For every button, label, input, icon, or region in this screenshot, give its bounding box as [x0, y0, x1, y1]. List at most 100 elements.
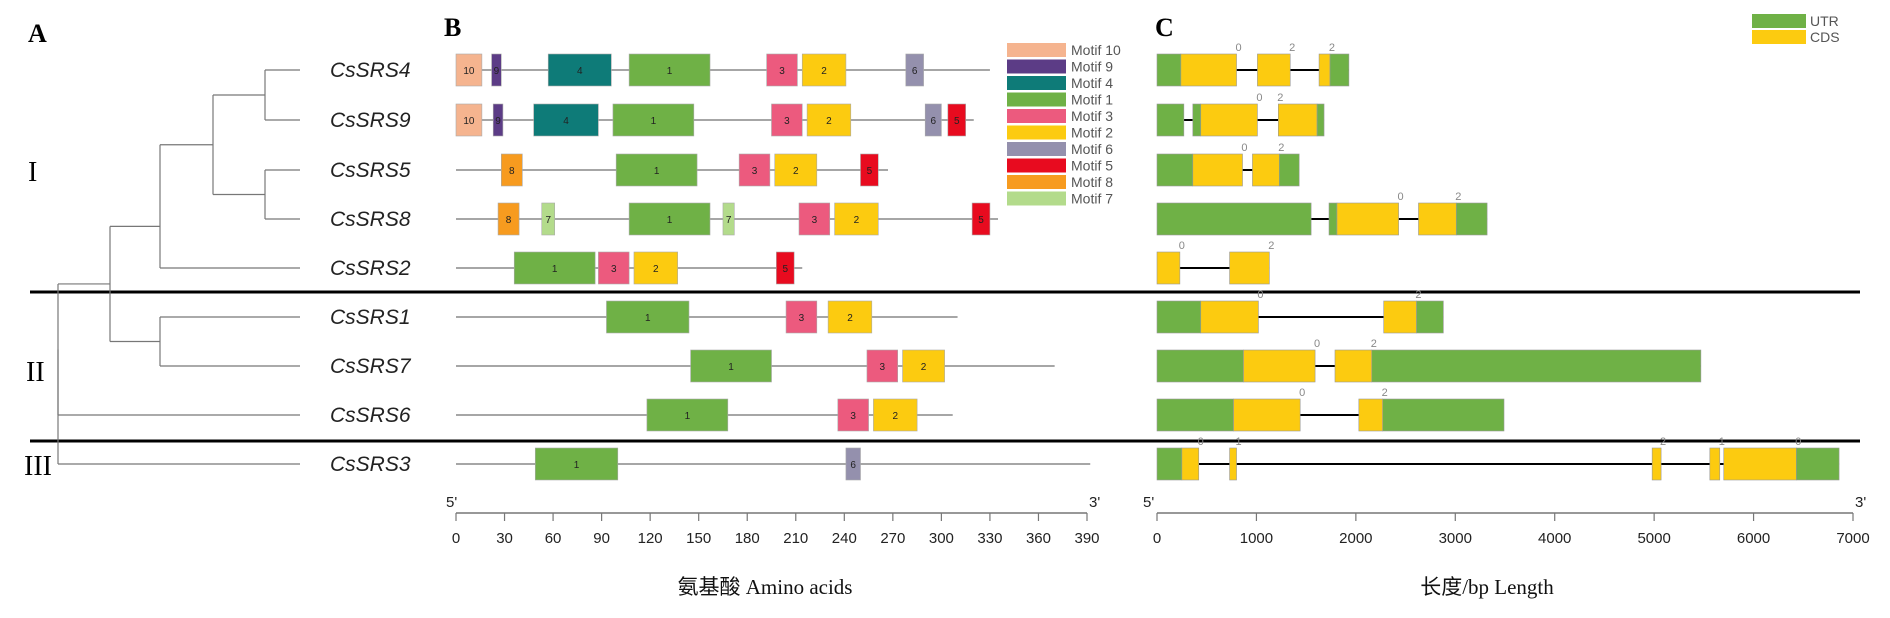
- motif-1-box: [513, 251, 596, 285]
- motif-4-box: [547, 53, 612, 87]
- intron-phase-label: 2: [1415, 289, 1421, 301]
- motif-3-box: [866, 349, 899, 383]
- gene-label: CsSRS4: [330, 59, 411, 82]
- motif-3-box: [738, 153, 771, 187]
- motif-3-box: [598, 251, 630, 285]
- legend-swatch: [1007, 158, 1066, 173]
- legend-swatch: [1752, 14, 1806, 28]
- legend-label: Motif 9: [1071, 59, 1113, 75]
- utr-box: [1382, 398, 1505, 432]
- motif-label: 9: [494, 66, 500, 77]
- motif-3-box: [785, 300, 818, 334]
- motif-label: 10: [463, 66, 475, 77]
- intron-phase-label: 2: [1382, 387, 1388, 399]
- utr-box: [1156, 153, 1194, 187]
- legend-label: Motif 1: [1071, 92, 1113, 108]
- gene-label: CsSRS7: [330, 355, 412, 378]
- tick-label: 6000: [1737, 530, 1770, 547]
- tick-label: 390: [1074, 530, 1099, 547]
- intron-phase-label: 0: [1257, 289, 1263, 301]
- motif-label: 6: [931, 116, 937, 127]
- cds-box: [1723, 447, 1797, 481]
- tick-label: 5000: [1637, 530, 1670, 547]
- motif-label: 2: [821, 66, 827, 77]
- motif-label: 1: [654, 166, 660, 177]
- motif-1-box: [612, 103, 695, 137]
- intron-phase-label: 2: [1278, 142, 1284, 154]
- intron-phase-label: 0: [1198, 436, 1204, 448]
- tick-label: 270: [880, 530, 905, 547]
- cds-box: [1383, 300, 1417, 334]
- clade-label-i: I: [28, 157, 37, 188]
- intron-phase-label: 2: [1289, 42, 1295, 54]
- legend-label: CDS: [1810, 29, 1840, 45]
- tick-label: 180: [735, 530, 760, 547]
- motif-10-box: [455, 103, 483, 137]
- motif-label: 7: [545, 215, 551, 226]
- legend-swatch: [1007, 125, 1066, 140]
- motif-panel: 10 9 4 1 3 2 6 10 9 4 1 3 2 6 5 8 1 3 2 5 8 7 1 7 3 2 5 1 3 2 5 1 3 2 1 3 2 1…: [455, 53, 1091, 481]
- tick-label: 2000: [1339, 530, 1372, 547]
- motif-label: 1: [645, 313, 651, 324]
- motif-8-box: [501, 153, 523, 187]
- legend-swatch: [1007, 43, 1066, 57]
- motif-label: 1: [667, 66, 673, 77]
- gene-label: CsSRS1: [330, 306, 411, 329]
- motif-label: 2: [847, 313, 853, 324]
- utr-box: [1329, 53, 1350, 87]
- motif-label: 2: [653, 264, 659, 275]
- motif-1-box: [628, 202, 711, 236]
- motif-2-box: [633, 251, 678, 285]
- tick-label: 120: [638, 530, 663, 547]
- panel-label-a: A: [28, 19, 47, 48]
- motif-label: 8: [509, 166, 515, 177]
- utr-box: [1156, 103, 1185, 137]
- intron-phase-label: 2: [1277, 92, 1283, 104]
- cds-box: [1278, 103, 1318, 137]
- gene-label: CsSRS2: [330, 257, 411, 280]
- intron-phase-label: 1: [1235, 436, 1241, 448]
- gene-label: CsSRS9: [330, 109, 411, 132]
- utr-box: [1455, 202, 1488, 236]
- five-prime-label: 5': [1143, 494, 1154, 511]
- intron-phase-label: 0: [1398, 191, 1404, 203]
- cds-box: [1181, 447, 1200, 481]
- utr-box: [1156, 398, 1234, 432]
- motif-label: 3: [784, 116, 790, 127]
- utr-box: [1371, 349, 1702, 383]
- motif-label: 1: [651, 116, 657, 127]
- five-prime-label: 5': [446, 494, 457, 511]
- legend-label: Motif 3: [1071, 108, 1113, 124]
- motif-2-box: [827, 300, 873, 334]
- amino-acid-axis: 0 30 60 90 120 150 180 210 240 270 300 330 360 390 5' 3…: [446, 494, 1100, 547]
- legend-swatch: [1752, 30, 1806, 44]
- legend-label: Motif 2: [1071, 125, 1113, 141]
- legend-swatch: [1007, 142, 1066, 156]
- motif-7-box: [541, 202, 555, 236]
- legend-label: UTR: [1810, 13, 1839, 29]
- intron-phase-label: 1: [1719, 436, 1725, 448]
- intron-phase-label: 0: [1795, 436, 1801, 448]
- motif-6-box: [924, 103, 942, 137]
- gene-label: CsSRS8: [330, 208, 411, 231]
- cds-box: [1358, 398, 1384, 432]
- intron-phase-label: 0: [1299, 387, 1305, 399]
- intron-phase-label: 2: [1660, 436, 1666, 448]
- cds-box: [1229, 447, 1237, 481]
- motif-label: 7: [726, 215, 732, 226]
- motif-label: 5: [782, 264, 788, 275]
- motif-label: 2: [793, 166, 799, 177]
- utr-box: [1156, 53, 1182, 87]
- legend-label: Motif 8: [1071, 174, 1113, 190]
- utr-box: [1156, 202, 1312, 236]
- motif-10-box: [455, 53, 483, 87]
- motif-label: 2: [892, 411, 898, 422]
- cds-box: [1318, 53, 1331, 87]
- cds-box: [1336, 202, 1399, 236]
- tick-label: 240: [832, 530, 857, 547]
- motif-label: 3: [812, 215, 818, 226]
- motif-label: 1: [685, 411, 691, 422]
- intron-phase-label: 0: [1235, 42, 1241, 54]
- cds-box: [1200, 300, 1259, 334]
